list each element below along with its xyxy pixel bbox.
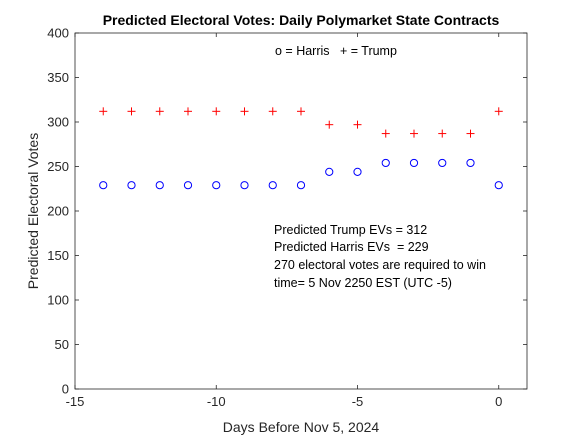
harris-point	[296, 181, 306, 190]
y-tick-label: 150	[47, 248, 69, 263]
trump-point	[240, 107, 249, 116]
harris-point	[438, 158, 447, 168]
y-axis-ticks: 0 50 100 150 200 250 300 350 400	[47, 26, 527, 397]
y-tick-label: 100	[47, 293, 69, 308]
data-marks	[99, 107, 503, 190]
harris-point	[212, 181, 221, 190]
harris-point	[183, 181, 193, 190]
trump-point	[297, 107, 305, 116]
x-tick-label: -15	[66, 394, 85, 409]
y-tick-label: 250	[47, 159, 69, 174]
annotation-harris-evs: Predicted Harris EVs = 229	[274, 240, 429, 254]
y-axis-label: Predicted Electoral Votes	[25, 133, 41, 289]
harris-point	[240, 181, 249, 190]
harris-point	[381, 158, 390, 168]
harris-point	[268, 181, 277, 190]
y-tick-label: 50	[55, 337, 69, 352]
annotation-trump-evs: Predicted Trump EVs = 312	[274, 223, 427, 237]
trump-point	[353, 120, 362, 129]
chart-title: Predicted Electoral Votes: Daily Polymar…	[103, 12, 500, 28]
y-tick-label: 350	[47, 70, 69, 85]
y-tick-label: 400	[47, 26, 69, 41]
x-tick-label: -10	[207, 394, 226, 409]
harris-point	[127, 181, 136, 190]
harris-point	[325, 167, 334, 176]
harris-point	[409, 158, 419, 168]
trump-point	[410, 129, 418, 138]
trump-point	[494, 107, 503, 116]
annotation-time: time= 5 Nov 2250 EST (UTC -5)	[274, 276, 452, 290]
x-tick-label: -5	[352, 394, 364, 409]
y-tick-label: 0	[62, 382, 69, 397]
y-tick-label: 300	[47, 115, 69, 130]
trump-point	[127, 107, 136, 116]
trump-point	[381, 129, 390, 138]
annotation-block: Predicted Trump EVs = 312 Predicted Harr…	[274, 223, 486, 290]
harris-point	[353, 167, 362, 176]
harris-series	[99, 158, 503, 190]
trump-point	[184, 107, 192, 116]
trump-point	[438, 129, 447, 138]
trump-point	[99, 107, 108, 116]
harris-point	[494, 181, 503, 190]
trump-point	[155, 107, 164, 116]
trump-point	[325, 120, 334, 129]
harris-point	[466, 158, 475, 168]
trump-series	[99, 107, 503, 138]
y-tick-label: 200	[47, 204, 69, 219]
trump-point	[466, 129, 475, 138]
x-axis-label: Days Before Nov 5, 2024	[223, 419, 380, 435]
x-axis-ticks: -15 -10 -5 0	[66, 33, 502, 409]
x-tick-label: 0	[495, 394, 502, 409]
harris-point	[155, 181, 164, 190]
harris-point	[99, 181, 108, 190]
legend: o = Harris + = Trump	[275, 44, 397, 58]
trump-point	[212, 107, 221, 116]
trump-point	[268, 107, 277, 116]
plot-area	[75, 33, 527, 389]
annotation-270-required: 270 electoral votes are required to win	[274, 258, 486, 272]
